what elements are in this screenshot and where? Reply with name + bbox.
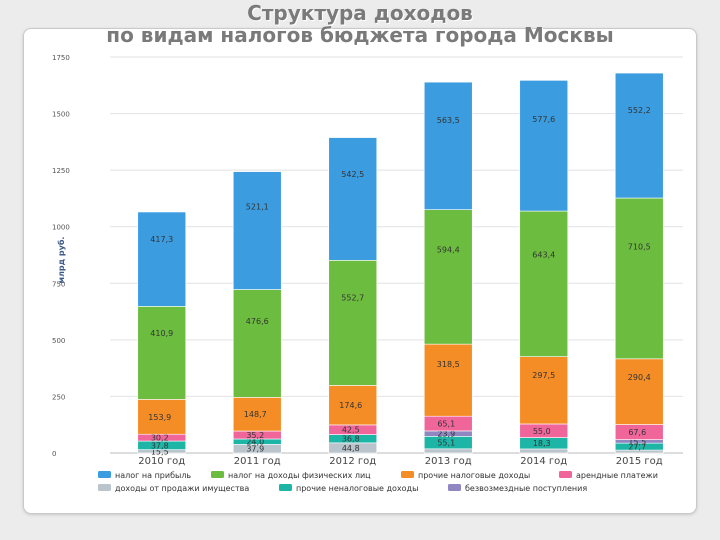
bar-segment bbox=[137, 211, 187, 307]
bar-segment bbox=[614, 197, 664, 360]
data-label: 37,8 bbox=[151, 441, 169, 450]
data-label: 542,5 bbox=[341, 170, 364, 179]
x-tick-label: 2012 год bbox=[329, 456, 376, 467]
legend-swatch bbox=[211, 471, 224, 478]
data-label: 710,5 bbox=[628, 242, 651, 251]
data-label: 643,4 bbox=[532, 251, 555, 260]
data-label: 18,3 bbox=[533, 439, 551, 448]
data-label: 563,5 bbox=[437, 116, 460, 125]
data-label: 67,6 bbox=[628, 428, 646, 437]
y-tick-label: 1000 bbox=[52, 224, 70, 232]
legend-label: прочие неналоговые доходы bbox=[296, 484, 418, 493]
y-tick-label: 750 bbox=[52, 280, 65, 288]
data-label: 55,1 bbox=[437, 439, 455, 448]
data-label: 23,9 bbox=[437, 430, 455, 439]
data-label: 42,5 bbox=[342, 426, 360, 435]
bar-segment bbox=[232, 171, 282, 290]
legend-swatch bbox=[98, 471, 111, 478]
data-label: 30,2 bbox=[151, 434, 169, 443]
y-tick-label: 250 bbox=[52, 393, 65, 401]
legend-label: арендные платежи bbox=[576, 471, 658, 480]
bar-segment bbox=[328, 137, 378, 261]
data-label: 552,7 bbox=[341, 293, 364, 302]
data-label: 290,4 bbox=[628, 373, 651, 382]
bar-segment bbox=[614, 72, 664, 199]
chart-title: Структура доходов по видам налогов бюдже… bbox=[0, 2, 720, 46]
legend-swatch bbox=[559, 471, 572, 478]
x-tick-label: 2010 год bbox=[138, 456, 185, 467]
x-tick-label: 2014 год bbox=[520, 456, 567, 467]
data-label: 55,0 bbox=[533, 427, 551, 436]
legend-label: доходы от продажи имущества bbox=[115, 484, 249, 493]
bar-segment bbox=[423, 448, 473, 454]
chart-title-line-2: по видам налогов бюджета города Москвы bbox=[106, 23, 614, 47]
bar-segment bbox=[328, 385, 378, 426]
legend-swatch bbox=[279, 484, 292, 491]
bar-segment bbox=[137, 306, 187, 400]
data-label: 65,1 bbox=[437, 420, 455, 429]
data-label: 318,5 bbox=[437, 360, 460, 369]
data-label: 35,2 bbox=[246, 431, 264, 440]
data-label: 410,9 bbox=[150, 329, 173, 338]
legend-swatch bbox=[401, 471, 414, 478]
bar-segment bbox=[519, 356, 569, 425]
data-label: 15,5 bbox=[628, 437, 646, 446]
legend-swatch bbox=[448, 484, 461, 491]
legend-label: прочие налоговые доходы bbox=[418, 471, 530, 480]
bar-segment bbox=[423, 81, 473, 210]
y-tick-label: 500 bbox=[52, 337, 65, 345]
chart-title-line-1: Структура доходов bbox=[247, 1, 473, 25]
legend-label: безвозмездные поступления bbox=[465, 484, 587, 493]
data-label: 36,8 bbox=[342, 435, 360, 444]
bar-segment bbox=[232, 289, 282, 398]
data-label: 417,3 bbox=[150, 235, 173, 244]
data-label: 174,6 bbox=[339, 401, 362, 410]
bar-segment bbox=[423, 209, 473, 345]
bar-segment bbox=[328, 260, 378, 386]
legend-label: налог на прибыль bbox=[115, 471, 191, 480]
x-tick-label: 2015 год bbox=[616, 456, 663, 467]
data-label: 577,6 bbox=[532, 115, 555, 124]
data-label: 476,6 bbox=[246, 317, 269, 326]
legend-swatch bbox=[98, 484, 111, 491]
data-label: 594,4 bbox=[437, 246, 460, 255]
data-label: 297,5 bbox=[532, 371, 555, 380]
bar-segment bbox=[519, 448, 569, 454]
bar-segment bbox=[614, 358, 664, 425]
data-label: 148,7 bbox=[244, 410, 267, 419]
bar-segment bbox=[519, 80, 569, 212]
bar-segment bbox=[232, 397, 282, 432]
data-label: 24,0 bbox=[246, 438, 264, 447]
y-tick-label: 1500 bbox=[52, 111, 70, 119]
data-label: 521,1 bbox=[246, 202, 269, 211]
y-tick-label: 0 bbox=[52, 450, 56, 458]
data-label: 27,7 bbox=[628, 443, 646, 452]
bar-segment bbox=[137, 399, 187, 435]
data-label: 552,2 bbox=[628, 106, 651, 115]
x-tick-label: 2013 год bbox=[425, 456, 472, 467]
bar-segment bbox=[423, 343, 473, 417]
y-axis-label: млрд руб. bbox=[56, 237, 66, 284]
x-tick-label: 2011 год bbox=[234, 456, 281, 467]
bar-segment bbox=[519, 210, 569, 357]
y-tick-label: 1250 bbox=[52, 167, 70, 175]
data-label: 44,8 bbox=[342, 444, 360, 453]
data-label: 37,9 bbox=[246, 445, 264, 454]
data-label: 153,9 bbox=[148, 413, 171, 422]
y-tick-label: 1750 bbox=[52, 54, 70, 62]
data-label: 15,5 bbox=[151, 447, 169, 456]
legend-label: налог на доходы физических лиц bbox=[228, 471, 371, 480]
